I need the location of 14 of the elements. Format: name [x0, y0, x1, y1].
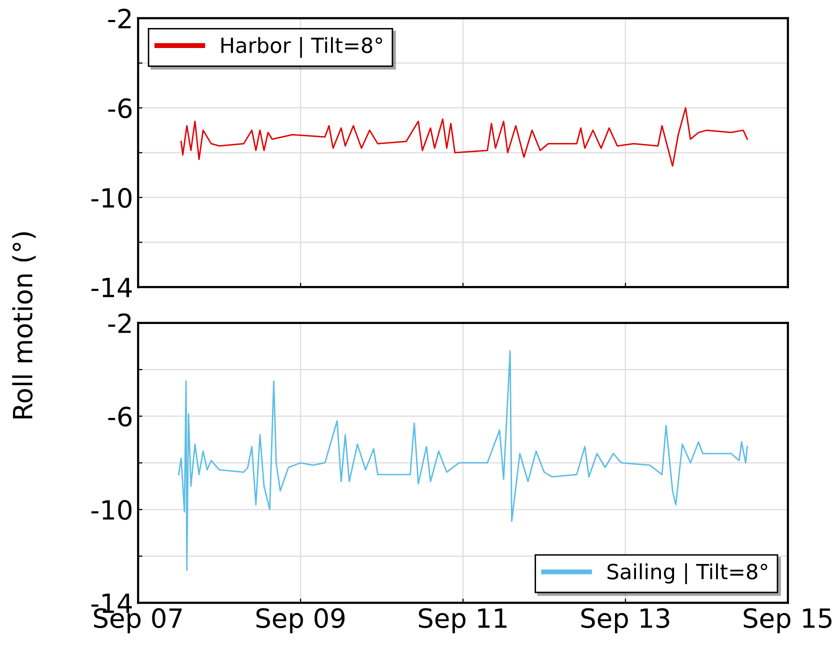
y-tick-label: -6: [108, 406, 132, 427]
y-tick-label: -2: [108, 8, 131, 28]
y-tick-label: -14: [91, 278, 132, 298]
y-tick-label: -10: [91, 188, 132, 208]
y-axis-title: Roll motion (°): [12, 232, 36, 418]
y-tick-label: -10: [91, 500, 132, 520]
y-tick-label: -2: [108, 313, 131, 333]
x-tick-label: Sep 13: [581, 608, 670, 634]
legend-label: Sailing | Tilt=8°: [608, 563, 768, 584]
x-tick-label: Sep 11: [418, 608, 506, 634]
x-tick-label: Sep 09: [256, 608, 345, 634]
y-tick-label: -6: [108, 98, 132, 118]
x-tick-label: Sep 15: [744, 608, 832, 634]
legend-label: Harbor | Tilt=8°: [221, 36, 382, 58]
